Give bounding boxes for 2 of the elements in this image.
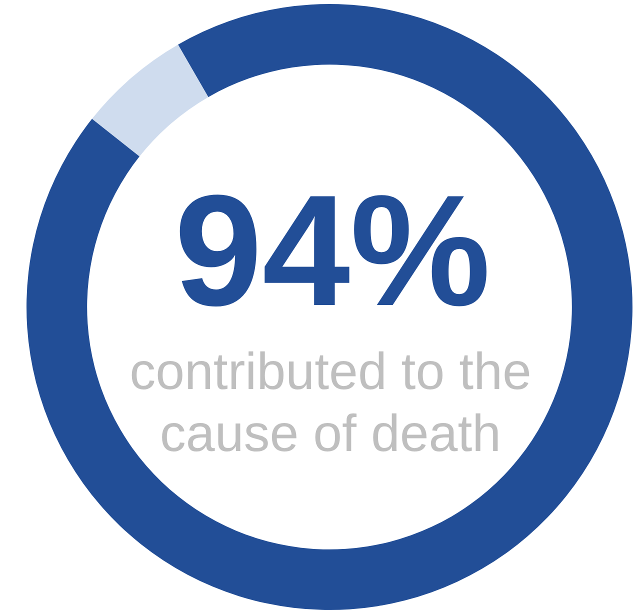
text: 94% [174, 163, 491, 339]
text: contributed to the cause of death [130, 343, 532, 463]
